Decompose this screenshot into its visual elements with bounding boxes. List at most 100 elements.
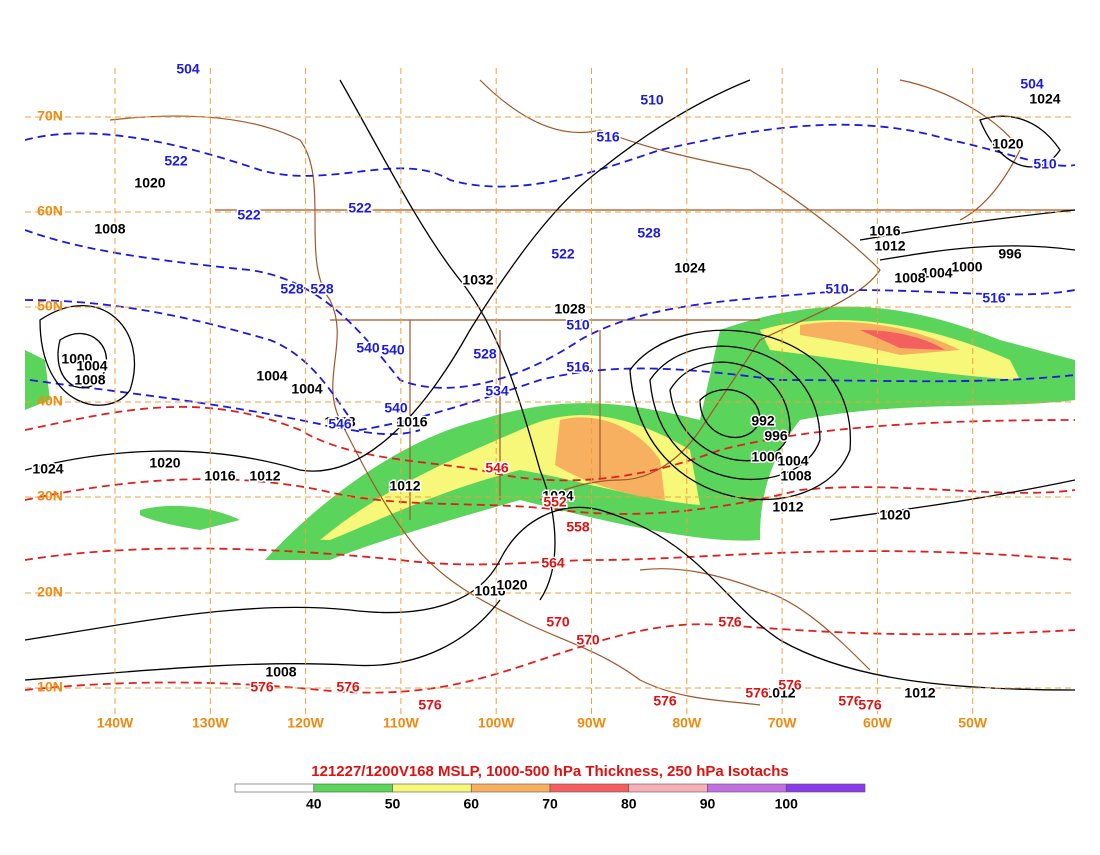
pressure-label: 1008 xyxy=(324,414,355,430)
pressure-label: 1016 xyxy=(474,583,505,599)
thickness-label: 522 xyxy=(237,207,261,223)
thickness-label: 534 xyxy=(485,383,509,399)
thickness-label: 576 xyxy=(250,679,274,695)
pressure-label: 1012 xyxy=(904,685,935,701)
pressure-label: 1008 xyxy=(94,221,125,237)
thickness-label: 516 xyxy=(982,290,1006,306)
jet-60 xyxy=(555,417,665,500)
pressure-label: 1020 xyxy=(134,175,165,191)
colorbar-swatch xyxy=(785,783,866,793)
pressure-label: 1000 xyxy=(751,449,782,465)
pressure-label: 1000 xyxy=(951,259,982,275)
pressure-label: 1008 xyxy=(74,372,105,388)
jet-40-pacific xyxy=(140,505,240,530)
thickness-label: 558 xyxy=(566,519,590,535)
thickness-label: 546 xyxy=(485,460,509,476)
pressure-label: 1016 xyxy=(204,468,235,484)
thickness-label: 576 xyxy=(745,685,769,701)
thickness-label: 528 xyxy=(310,281,334,297)
thickness-label: 510 xyxy=(640,92,664,108)
thickness-label: 576 xyxy=(858,697,882,713)
pressure-label: 1008 xyxy=(780,468,811,484)
colorbar-tick-label: 50 xyxy=(385,796,401,812)
map-title: 121227/1200V168 MSLP, 1000-500 hPa Thick… xyxy=(311,763,789,780)
thickness-label: 522 xyxy=(348,200,372,216)
pressure-label: 1008 xyxy=(894,270,925,286)
pressure-label: 1020 xyxy=(879,507,910,523)
latitude-label: 50N xyxy=(37,298,63,314)
pressure-label: 1020 xyxy=(496,577,527,593)
thickness-contours xyxy=(25,123,1075,694)
colorbar-swatch xyxy=(234,783,315,793)
pressure-label: 1032 xyxy=(462,272,493,288)
thickness-label: 528 xyxy=(473,346,497,362)
thickness-label: 504 xyxy=(1020,76,1044,92)
pressure-label: 1012 xyxy=(389,478,420,494)
thickness-label: 546 xyxy=(328,416,352,432)
pressure-label: 1004 xyxy=(291,381,322,397)
pressure-label: 1012 xyxy=(874,238,905,254)
pressure-label: 1012 xyxy=(764,685,795,701)
latitude-label: 60N xyxy=(37,203,63,219)
thickness-label: 540 xyxy=(384,400,408,416)
thickness-label: 564 xyxy=(541,555,565,571)
longitude-label: 130W xyxy=(192,715,229,731)
thickness-label: 576 xyxy=(653,693,677,709)
colorbar-tick-label: 60 xyxy=(463,796,479,812)
colorbar-swatch xyxy=(313,783,393,793)
pressure-label: 1004 xyxy=(256,368,287,384)
graticule: 70N 60N 50N 40N 30N 20N 10N 140W 130W 120W 110W 100… xyxy=(25,68,1075,731)
latitude-label: 10N xyxy=(37,679,63,695)
colorbar-swatch xyxy=(470,783,551,793)
thickness-label: 570 xyxy=(576,632,600,648)
thickness-label: 516 xyxy=(566,359,590,375)
colorbar-tick-label: 90 xyxy=(700,796,716,812)
colorbar-tick-label: 40 xyxy=(306,796,322,812)
longitude-label: 60W xyxy=(863,715,893,731)
pressure-label: 1016 xyxy=(396,414,427,430)
pressure-label: 1012 xyxy=(772,499,803,515)
thickness-label: 510 xyxy=(1033,156,1057,172)
pressure-label: 1004 xyxy=(76,358,107,374)
pressure-label: 996 xyxy=(764,428,788,444)
colorbar-tick-label: 100 xyxy=(775,796,799,812)
pressure-label: 1020 xyxy=(149,455,180,471)
colorbar-swatch xyxy=(392,783,472,793)
pressure-label: 1000 xyxy=(61,351,92,367)
longitude-label: 100W xyxy=(478,715,515,731)
thickness-label: 576 xyxy=(778,677,802,693)
colorbar-swatch xyxy=(707,783,787,793)
pressure-label: 992 xyxy=(751,413,775,429)
pressure-contours xyxy=(25,79,1075,691)
thickness-label: 576 xyxy=(418,697,442,713)
colorbar-tick-label: 70 xyxy=(542,796,558,812)
thickness-label: 516 xyxy=(596,129,620,145)
thickness-label: 504 xyxy=(176,61,200,77)
pressure-label: 1020 xyxy=(992,136,1023,152)
longitude-label: 50W xyxy=(958,715,988,731)
colorbar-swatch xyxy=(549,783,630,793)
pressure-label: 1024 xyxy=(674,260,705,276)
thickness-label: 576 xyxy=(336,679,360,695)
longitude-label: 110W xyxy=(383,715,420,731)
colorbar-tick-label: 80 xyxy=(621,796,637,812)
thickness-label: 528 xyxy=(637,225,661,241)
isotach-shading xyxy=(25,306,1075,560)
pressure-label: 1008 xyxy=(265,664,296,680)
pressure-label: 1024 xyxy=(542,488,573,504)
pressure-label: 1016 xyxy=(869,223,900,239)
colorbar-swatch xyxy=(628,783,708,793)
thickness-label: 570 xyxy=(546,614,570,630)
thickness-label: 510 xyxy=(566,317,590,333)
colorbar: 40 50 60 70 80 90 100 xyxy=(234,783,866,812)
latitude-label: 30N xyxy=(37,488,63,504)
longitude-label: 140W xyxy=(97,715,134,731)
thickness-label: 540 xyxy=(356,340,380,356)
latitude-label: 40N xyxy=(37,393,63,409)
pressure-label: 1012 xyxy=(249,468,280,484)
pressure-label: 1024 xyxy=(32,461,63,477)
map-layers xyxy=(25,79,1075,706)
pressure-label: 1024 xyxy=(1029,91,1060,107)
pressure-label: 1004 xyxy=(921,265,952,281)
